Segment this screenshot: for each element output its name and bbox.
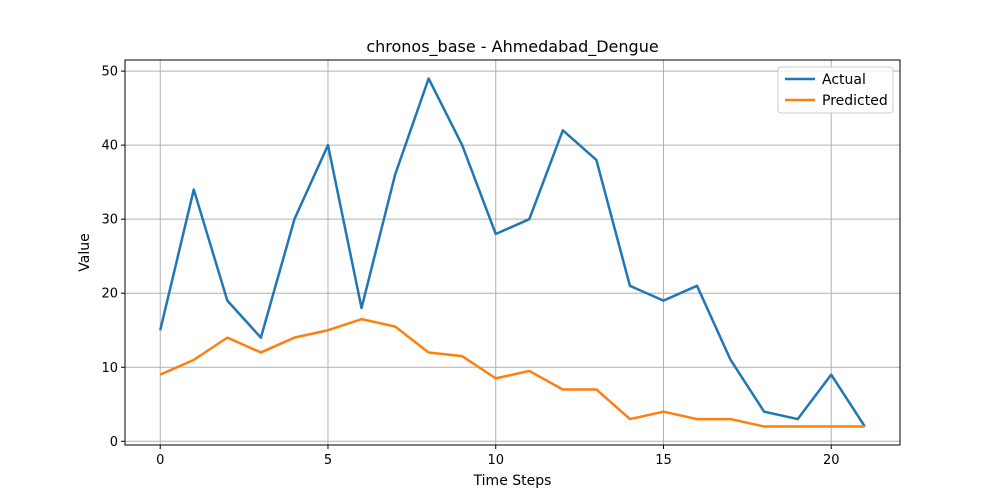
x-tick-label: 5: [324, 453, 332, 468]
y-tick-label: 40: [101, 139, 118, 154]
y-tick-label: 20: [101, 287, 118, 302]
x-tick-label: 10: [487, 453, 504, 468]
series-line-predicted: [159, 317, 865, 428]
y-tick-label: 10: [101, 361, 118, 376]
y-tick-label: 50: [101, 65, 118, 80]
legend-label-predicted: Predicted: [822, 93, 888, 109]
x-tick-label: 15: [655, 453, 672, 468]
y-tick-label: 30: [101, 213, 118, 228]
legend-label-actual: Actual: [822, 72, 866, 88]
legend: Actual Predicted: [777, 66, 894, 114]
chart-title: chronos_base - Ahmedabad_Dengue: [366, 37, 658, 57]
series-lines: [159, 77, 866, 428]
grid: [125, 60, 900, 445]
x-tick-label: 0: [156, 453, 164, 468]
y-tick-label: 0: [110, 435, 118, 450]
x-tick-label: 20: [823, 453, 840, 468]
plot-frame: [124, 59, 901, 446]
x-axis-label: Time Steps: [473, 473, 552, 489]
axis-ticks: 0 5 10 15 20 0 10 20 30 40 50: [101, 65, 839, 468]
series-line-actual: [159, 77, 866, 428]
y-axis-label: Value: [77, 233, 93, 271]
